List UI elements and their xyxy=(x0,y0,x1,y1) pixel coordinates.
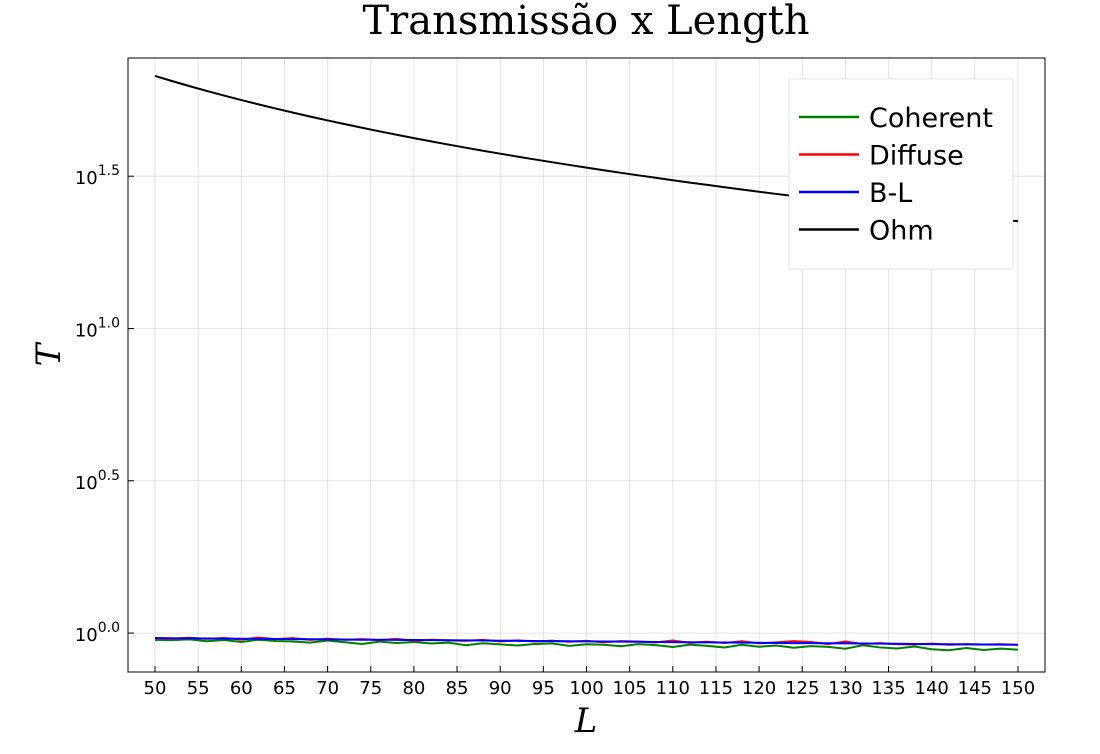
legend-label: Diffuse xyxy=(869,141,964,172)
y-tick-label: 100.0 xyxy=(75,620,120,646)
y-tick-label: 101.0 xyxy=(75,316,120,342)
x-tick-label: 140 xyxy=(915,678,949,699)
legend-label: Coherent xyxy=(869,103,993,134)
series-line xyxy=(155,637,1018,646)
x-tick-label: 130 xyxy=(828,678,862,699)
y-tick-label: 101.5 xyxy=(75,163,120,189)
legend-box xyxy=(788,78,1014,270)
x-tick-label: 65 xyxy=(273,678,296,699)
x-tick-label: 105 xyxy=(612,678,646,699)
x-tick-label: 145 xyxy=(958,678,992,699)
y-tick-label: 100.5 xyxy=(75,468,120,494)
chart-title: Transmissão x Length xyxy=(362,0,809,44)
x-tick-label: 100 xyxy=(569,678,603,699)
legend-label: Ohm xyxy=(869,216,934,247)
x-tick-label: 95 xyxy=(532,678,555,699)
legend-label: B-L xyxy=(869,178,912,209)
series-line xyxy=(154,638,1019,652)
x-tick-label: 90 xyxy=(489,678,512,699)
y-axis-label: T xyxy=(29,341,69,366)
x-tick-label: 110 xyxy=(656,678,690,699)
x-tick-label: 125 xyxy=(785,678,819,699)
x-tick-label: 150 xyxy=(1001,678,1035,699)
legend: Coherent Diffuse B-L Ohm xyxy=(788,78,1014,270)
x-axis-label: L xyxy=(574,701,598,741)
x-tick-label: 80 xyxy=(402,678,425,699)
x-tick-label: 115 xyxy=(699,678,733,699)
plot-frame xyxy=(127,57,1046,673)
x-tick-label: 85 xyxy=(446,678,469,699)
x-tick-label: 75 xyxy=(359,678,382,699)
x-tick-label: 70 xyxy=(316,678,339,699)
x-tick-label: 60 xyxy=(230,678,253,699)
x-tick-label: 55 xyxy=(187,678,210,699)
x-tick-label: 135 xyxy=(871,678,905,699)
x-tick-label: 120 xyxy=(742,678,776,699)
x-tick-label: 50 xyxy=(144,678,167,699)
